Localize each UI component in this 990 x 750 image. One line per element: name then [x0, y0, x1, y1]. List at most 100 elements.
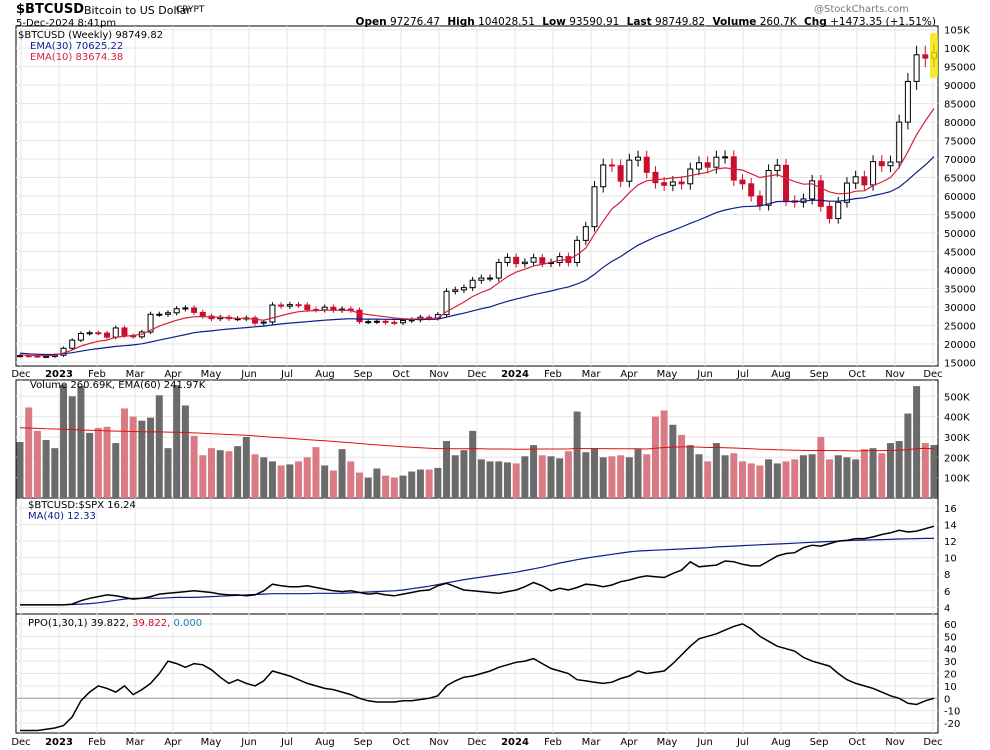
volume-bar: [208, 448, 216, 498]
volume-bar: [469, 430, 477, 498]
y-tick-label: 50: [944, 632, 957, 643]
volume-bar: [190, 435, 198, 498]
volume-bar: [826, 459, 834, 498]
candle-body: [112, 327, 119, 338]
candle-body: [156, 313, 163, 316]
volume-ema60-line: [19, 427, 935, 452]
x-tick-label: Nov: [429, 737, 449, 748]
x-tick-label: Apr: [620, 369, 638, 380]
volume-bar: [591, 448, 599, 498]
x-tick-label: Feb: [88, 737, 106, 748]
volume-bar: [895, 441, 903, 498]
ppo-legend-hist: 0.000: [173, 618, 203, 629]
x-tick-label: Dec: [467, 737, 486, 748]
y-tick-label: 200K: [944, 453, 970, 464]
candle-body: [487, 277, 494, 280]
ppo-legend: PPO(1,30,1) 39.822, 39.822, 0.000: [28, 618, 202, 629]
candle-body: [765, 170, 772, 206]
y-tick-label: 40: [944, 645, 957, 656]
candle-body: [904, 80, 911, 123]
volume-bar: [573, 411, 581, 498]
volume-label: Volume: [712, 16, 757, 28]
candle-body: [652, 171, 659, 184]
candle-body: [478, 277, 485, 281]
price-legend-symbol: $BTCUSD (Weekly) 98749.82: [18, 30, 164, 41]
volume-bar: [669, 424, 677, 498]
candle-body: [661, 182, 668, 186]
x-tick-label: Jul: [736, 369, 749, 380]
candle-body: [774, 164, 781, 171]
x-tick-label: Dec: [11, 737, 30, 748]
volume-bar: [425, 469, 433, 498]
x-tick-label: Oct: [848, 737, 865, 748]
y-tick-label: 65000: [944, 174, 976, 185]
candle-body: [199, 311, 206, 317]
volume-bar: [625, 457, 633, 498]
candle-body: [626, 159, 633, 182]
x-tick-label: 2024: [501, 369, 529, 380]
high-value: 104028.51: [478, 16, 535, 28]
x-tick-label: Feb: [544, 369, 562, 380]
volume-bar: [155, 395, 163, 498]
volume-bar: [451, 455, 459, 498]
x-tick-label: 2023: [45, 369, 73, 380]
x-tick-label: Apr: [620, 737, 638, 748]
volume-bar: [486, 461, 494, 498]
candle-body: [617, 165, 624, 182]
volume-bar: [147, 417, 155, 498]
watermark: @StockCharts.com: [814, 4, 909, 15]
volume-bar: [538, 455, 546, 498]
candle-body: [460, 287, 467, 291]
volume-bar: [251, 454, 259, 498]
x-tick-label: 2023: [45, 737, 73, 748]
volume-bar: [347, 461, 355, 498]
candle-body: [147, 313, 154, 333]
x-tick-label: Nov: [885, 369, 905, 380]
candle-body: [356, 309, 363, 323]
candle-body: [530, 257, 537, 263]
candle-body: [373, 320, 380, 323]
y-tick-label: 50000: [944, 229, 976, 240]
x-tick-label: Aug: [315, 737, 335, 748]
volume-bar: [738, 461, 746, 498]
y-tick-label: 500K: [944, 392, 970, 403]
x-tick-label: Mar: [582, 737, 602, 748]
x-tick-label: Mar: [126, 369, 146, 380]
volume-bar: [373, 468, 381, 498]
x-tick-label: Mar: [582, 369, 602, 380]
y-tick-label: 105K: [944, 26, 970, 37]
x-tick-label: Oct: [392, 369, 409, 380]
x-tick-label: Jul: [280, 737, 293, 748]
y-tick-label: -10: [944, 707, 960, 718]
candle-body: [391, 321, 398, 324]
x-tick-label: Dec: [923, 369, 942, 380]
volume-bar: [86, 432, 94, 498]
volume-bar: [660, 410, 668, 498]
volume-bar: [878, 453, 886, 498]
y-tick-label: 95000: [944, 63, 976, 74]
x-tick-label: Jun: [696, 737, 713, 748]
volume-bar: [678, 434, 686, 498]
x-tick-label: Oct: [392, 737, 409, 748]
candle-body: [669, 181, 676, 186]
chart-date: 5-Dec-2024 8:41pm: [16, 18, 117, 29]
current-bar-highlight: [930, 33, 938, 78]
volume-bar: [443, 441, 451, 498]
volume-bar: [564, 451, 572, 498]
candle-body: [817, 180, 824, 207]
volume-bar: [382, 475, 390, 498]
x-tick-label: Apr: [164, 369, 182, 380]
x-tick-label: Jun: [696, 369, 713, 380]
x-tick-label: May: [201, 737, 222, 748]
y-tick-label: 40000: [944, 266, 976, 277]
x-tick-label: Nov: [885, 737, 905, 748]
x-tick-label: Jun: [240, 369, 257, 380]
x-tick-label: Nov: [429, 369, 449, 380]
candle-body: [574, 239, 581, 264]
x-tick-label: May: [657, 369, 678, 380]
candle-body: [443, 290, 450, 316]
volume-bar: [503, 462, 511, 498]
candle-body: [260, 321, 267, 324]
x-tick-label: May: [201, 369, 222, 380]
